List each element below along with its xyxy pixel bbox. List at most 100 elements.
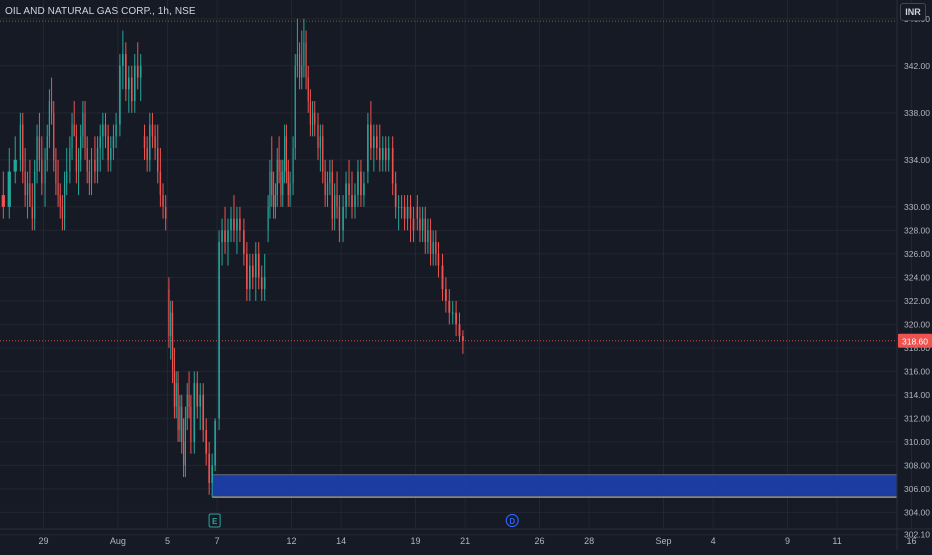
candle-body[interactable] [208,453,210,484]
candle-body[interactable] [280,171,282,196]
candle-body[interactable] [125,54,127,90]
candle-body[interactable] [251,265,254,278]
candle-body[interactable] [444,289,447,301]
candle-body[interactable] [394,183,397,207]
candle-body[interactable] [461,336,464,341]
candle-body[interactable] [80,136,82,160]
candle-body[interactable] [82,112,84,137]
candle-body[interactable] [139,65,142,78]
candle-body[interactable] [249,265,251,290]
candle-body[interactable] [345,183,347,207]
candle-body[interactable] [294,65,296,149]
candle-body[interactable] [298,54,301,78]
candle-body[interactable] [24,171,26,196]
candle-body[interactable] [175,383,177,407]
candle-body[interactable] [190,406,192,442]
candle-body[interactable] [127,77,130,90]
candle-body[interactable] [303,42,305,66]
candle-body[interactable] [314,112,316,125]
candle-body[interactable] [409,206,412,219]
candle-body[interactable] [55,159,57,184]
candle-body[interactable] [424,218,426,243]
candle-body[interactable] [271,171,273,196]
candle-body[interactable] [63,183,66,219]
candle-body[interactable] [432,242,434,254]
candle-body[interactable] [214,420,216,466]
candle-body[interactable] [319,136,322,149]
candle-body[interactable] [348,183,350,196]
candle-body[interactable] [182,441,185,466]
candle-body[interactable] [115,124,117,137]
candle-body[interactable] [107,136,109,160]
candle-body[interactable] [112,136,115,149]
candle-body[interactable] [86,148,88,172]
candle-body[interactable] [88,171,90,184]
candle-body[interactable] [130,77,133,102]
candle-body[interactable] [224,230,226,243]
candle-body[interactable] [179,406,181,431]
candle-body[interactable] [416,206,419,219]
candle-body[interactable] [276,159,278,196]
candle-body[interactable] [193,383,196,442]
candle-body[interactable] [381,148,384,160]
candle-body[interactable] [162,195,164,207]
candle-body[interactable] [19,124,22,160]
candle-body[interactable] [13,159,17,172]
candle-body[interactable] [421,218,424,231]
candle-body[interactable] [66,171,68,184]
candle-body[interactable] [373,136,375,149]
candle-body[interactable] [260,277,263,290]
candle-body[interactable] [403,206,406,219]
candle-body[interactable] [122,54,124,66]
candle-body[interactable] [257,253,260,278]
candle-body[interactable] [236,218,238,231]
candle-body[interactable] [273,195,275,207]
candle-body[interactable] [205,430,208,454]
candle-body[interactable] [36,136,38,172]
candle-body[interactable] [378,148,381,160]
candle-body[interactable] [184,418,186,466]
candle-body[interactable] [59,195,61,207]
candle-body[interactable] [329,171,331,184]
candle-body[interactable] [29,183,31,207]
candle-body[interactable] [159,171,162,196]
candle-body[interactable] [427,230,429,243]
candle-body[interactable] [338,206,341,231]
candle-body[interactable] [181,406,183,442]
candle-body[interactable] [164,206,167,219]
candle-body[interactable] [333,195,336,219]
candle-body[interactable] [75,136,77,172]
candle-body[interactable] [44,159,46,184]
candle-body[interactable] [285,136,288,172]
candle-body[interactable] [50,101,53,113]
candle-body[interactable] [154,136,156,149]
candle-body[interactable] [173,371,176,407]
candle-body[interactable] [322,136,324,172]
candle-body[interactable] [53,112,55,160]
candle-body[interactable] [458,324,461,337]
currency-button[interactable]: INR [900,3,926,21]
candle-body[interactable] [282,171,284,196]
candle-body[interactable] [38,136,41,160]
candle-body[interactable] [233,218,235,231]
candle-body[interactable] [370,124,372,149]
candle-body[interactable] [351,195,353,207]
candle-body[interactable] [104,124,107,137]
candle-body[interactable] [170,312,172,337]
candle-body[interactable] [384,148,387,160]
candle-body[interactable] [31,206,33,219]
candle-body[interactable] [199,394,202,407]
candle-body[interactable] [387,148,390,160]
candle-body[interactable] [254,253,257,278]
candle-body[interactable] [287,171,289,196]
candle-body[interactable] [429,230,432,254]
candle-body[interactable] [412,218,415,231]
candle-body[interactable] [202,394,205,431]
candle-body[interactable] [196,383,199,407]
candle-body[interactable] [90,159,93,184]
candle-body[interactable] [375,136,378,149]
candle-body[interactable] [157,148,159,172]
candle-body[interactable] [448,300,451,313]
candle-body[interactable] [133,65,136,102]
